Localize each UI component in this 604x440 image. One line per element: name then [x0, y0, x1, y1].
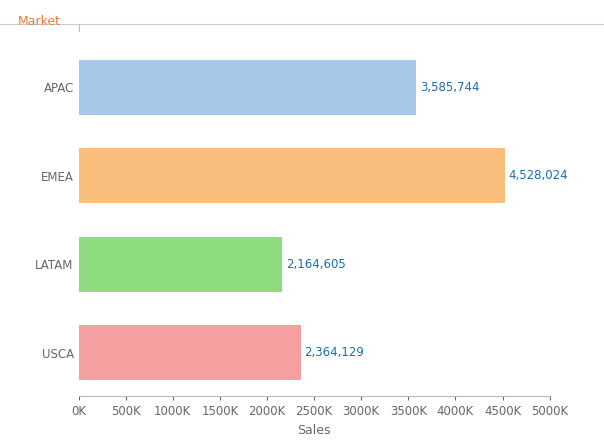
Bar: [79, 60, 416, 115]
Text: 2,364,129: 2,364,129: [304, 346, 364, 359]
X-axis label: Sales: Sales: [297, 424, 331, 436]
Bar: [79, 148, 505, 203]
Bar: [79, 237, 283, 292]
Bar: [79, 325, 301, 380]
Text: 4,528,024: 4,528,024: [509, 169, 568, 182]
Text: 3,585,744: 3,585,744: [420, 81, 479, 94]
Text: Market: Market: [18, 15, 61, 29]
Text: 2,164,605: 2,164,605: [286, 258, 345, 271]
